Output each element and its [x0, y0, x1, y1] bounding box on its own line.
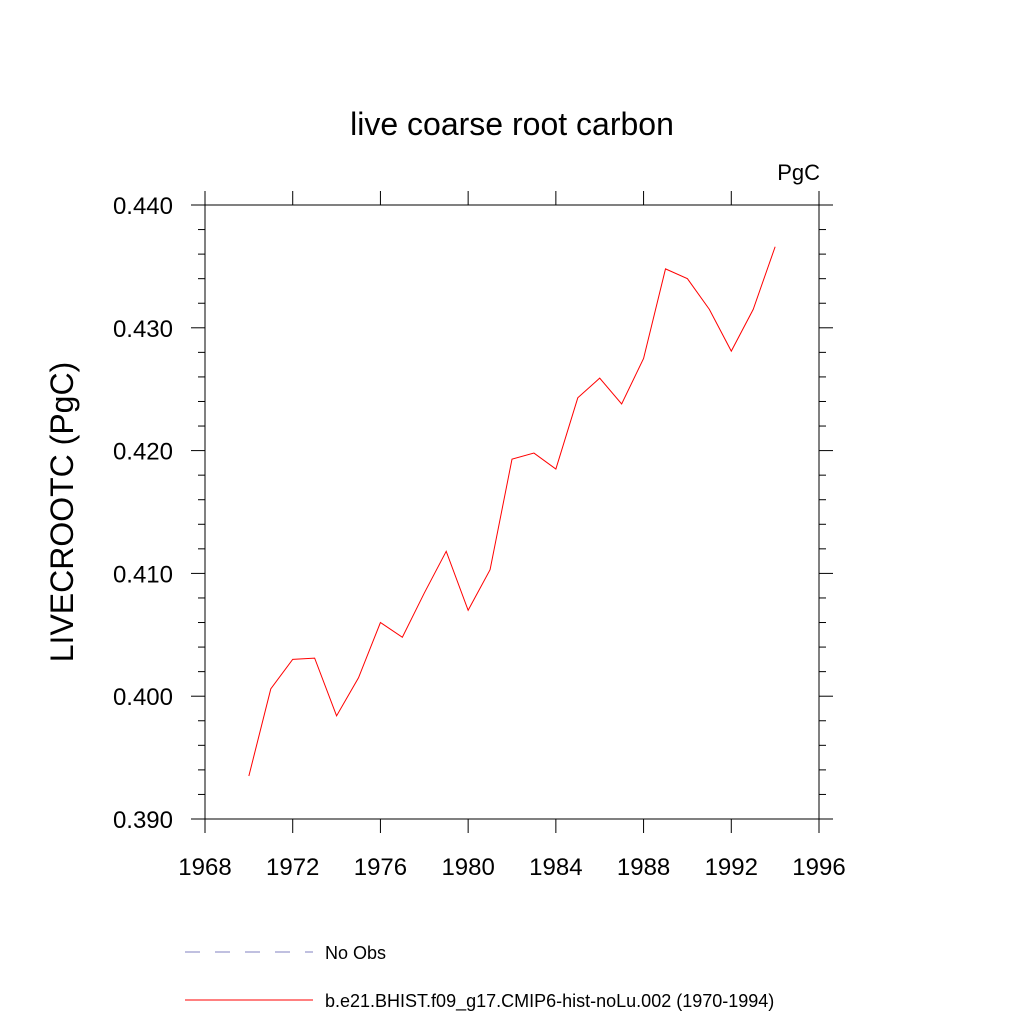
x-tick-label: 1980	[441, 854, 494, 881]
y-tick-label: 0.410	[113, 561, 173, 588]
y-tick-label: 0.420	[113, 439, 173, 466]
legend: No Obs b.e21.BHIST.f09_g17.CMIP6-hist-noL…	[185, 943, 774, 1012]
x-tick-label: 1972	[266, 854, 319, 881]
y-tick-label: 0.400	[113, 684, 173, 711]
x-tick-label: 1988	[617, 854, 670, 881]
axis-ticks	[191, 191, 833, 833]
plot-frame	[204, 204, 820, 820]
legend-label: b.e21.BHIST.f09_g17.CMIP6-hist-noLu.002 …	[325, 991, 774, 1012]
x-tick-label: 1992	[705, 854, 758, 881]
x-tick-label: 1968	[178, 854, 231, 881]
series-lines	[248, 246, 776, 777]
y-tick-label: 0.390	[113, 807, 173, 834]
y-tick-label: 0.430	[113, 316, 173, 343]
x-tick-label: 1984	[529, 854, 582, 881]
series-line	[248, 246, 776, 777]
units-label: PgC	[777, 160, 820, 185]
y-tick-label: 0.440	[113, 193, 173, 220]
chart-title: live coarse root carbon	[350, 106, 674, 142]
x-tick-label: 1996	[792, 854, 845, 881]
x-tick-label: 1976	[354, 854, 407, 881]
legend-label: No Obs	[325, 943, 386, 963]
y-axis-label: LIVECROOTC (PgC)	[44, 362, 80, 662]
tick-labels: 1968 1972 1976 1980 1984 1988 1992 1996 0.390 0.4…	[113, 193, 846, 881]
